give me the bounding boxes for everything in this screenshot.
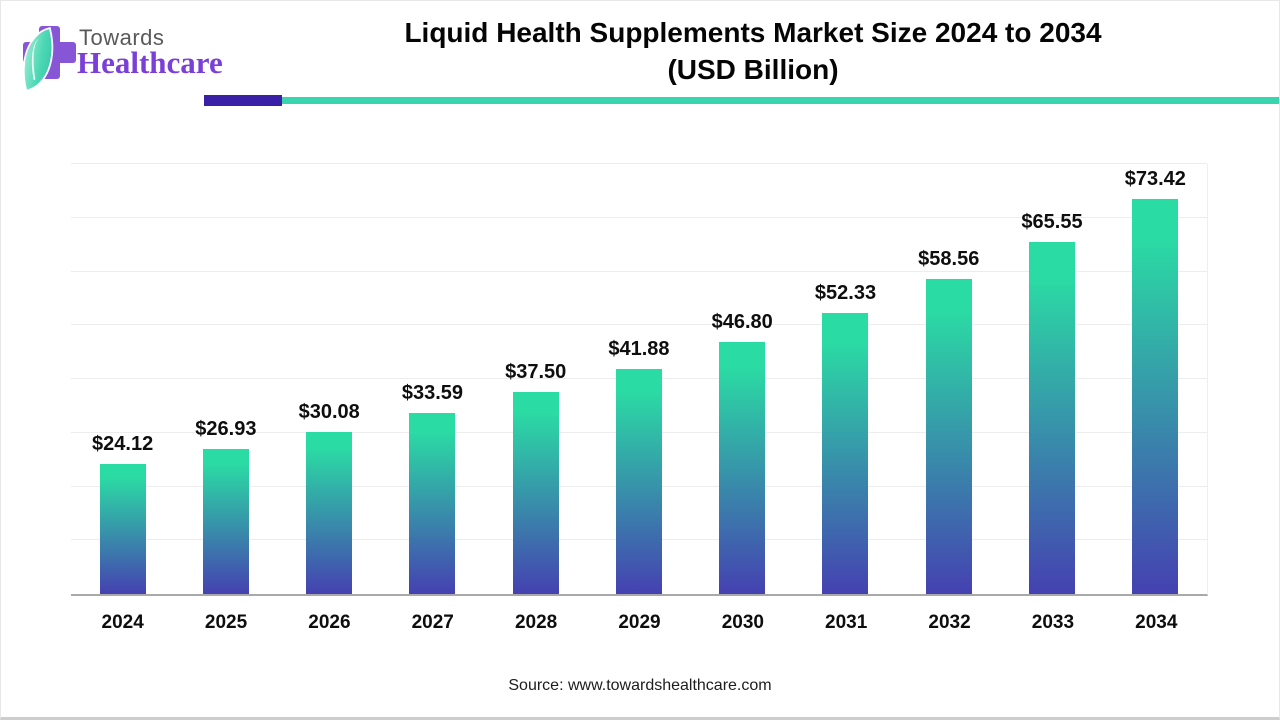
bar-value-label: $33.59 [401, 382, 464, 405]
x-axis-label: 2034 [1135, 612, 1178, 633]
accent-rule-purple [204, 95, 282, 106]
bar-slot: $73.42 [1104, 164, 1207, 594]
gridline [71, 163, 1207, 164]
bar-2033 [1029, 241, 1076, 594]
x-axis-label: 2031 [825, 612, 868, 633]
x-axis-label: 2033 [1031, 612, 1075, 633]
bar-2031 [822, 312, 869, 594]
x-axis-label: 2026 [308, 612, 351, 633]
medical-cross-icon [14, 26, 76, 90]
bar-value-label: $37.50 [505, 361, 567, 384]
bar-slot: $30.08 [278, 164, 381, 594]
bar-slot: $24.12 [71, 164, 174, 594]
bar-value-label: $46.80 [711, 311, 773, 334]
logo-text-towards: Towards [79, 25, 165, 50]
chart-title-line2: (USD Billion) [667, 54, 839, 85]
bar-slot: $46.80 [691, 164, 794, 594]
bar-2034 [1132, 199, 1179, 594]
bar-value-label: $41.88 [608, 337, 670, 360]
bar-value-label: $52.33 [814, 281, 877, 304]
bar-value-label: $24.12 [92, 433, 154, 456]
chart-title-line1: Liquid Health Supplements Market Size 20… [404, 17, 1102, 48]
gridline [71, 216, 1207, 218]
logo-text-healthcare: Healthcare [77, 45, 223, 80]
accent-rule-teal [282, 97, 1279, 104]
bar-2032 [925, 279, 972, 594]
gridline [71, 324, 1207, 326]
x-axis-labels: 2024 2025 2026 2027 2028 2029 2030 2031 2032 2033… [71, 612, 1208, 634]
x-axis-label: 2025 [204, 612, 248, 633]
towards-healthcare-logo: Towards Healthcare [1, 1, 271, 106]
bar-slot: $65.55 [1000, 164, 1103, 594]
x-axis-label: 2024 [101, 612, 144, 633]
bar-slot: $41.88 [587, 164, 690, 594]
bar-2029 [615, 368, 662, 594]
bar-slot: $58.56 [897, 164, 1000, 594]
chart-title: Liquid Health Supplements Market Size 20… [225, 14, 1279, 88]
bar-slot: $52.33 [794, 164, 897, 594]
x-axis-label: 2032 [928, 612, 971, 633]
bar-value-label: $26.93 [195, 418, 257, 441]
bar-slot: $37.50 [484, 164, 587, 594]
x-axis-label: 2029 [618, 612, 661, 633]
x-axis-label: 2028 [514, 612, 558, 633]
bar-2030 [719, 342, 766, 594]
gridline [71, 270, 1207, 272]
plot-area: $24.12 $26.93 $30.08 $33.59 $37.50 $41.88 $46.… [71, 163, 1208, 596]
x-axis-label: 2027 [411, 612, 454, 633]
bar-value-label: $30.08 [298, 401, 360, 424]
bar-2027 [409, 413, 456, 594]
bar-value-label: $65.55 [1021, 210, 1083, 233]
bar-2028 [512, 392, 559, 594]
source-text: Source: www.towardshealthcare.com [508, 677, 772, 694]
bar-slot: $33.59 [381, 164, 484, 594]
bar-2024 [99, 464, 146, 594]
bar-2026 [306, 432, 353, 594]
bar-slot: $26.93 [174, 164, 277, 594]
bar-value-label: $73.42 [1124, 168, 1186, 191]
bar-value-label: $58.56 [918, 248, 980, 271]
bar-2025 [202, 449, 249, 594]
x-axis-label: 2030 [721, 612, 764, 633]
